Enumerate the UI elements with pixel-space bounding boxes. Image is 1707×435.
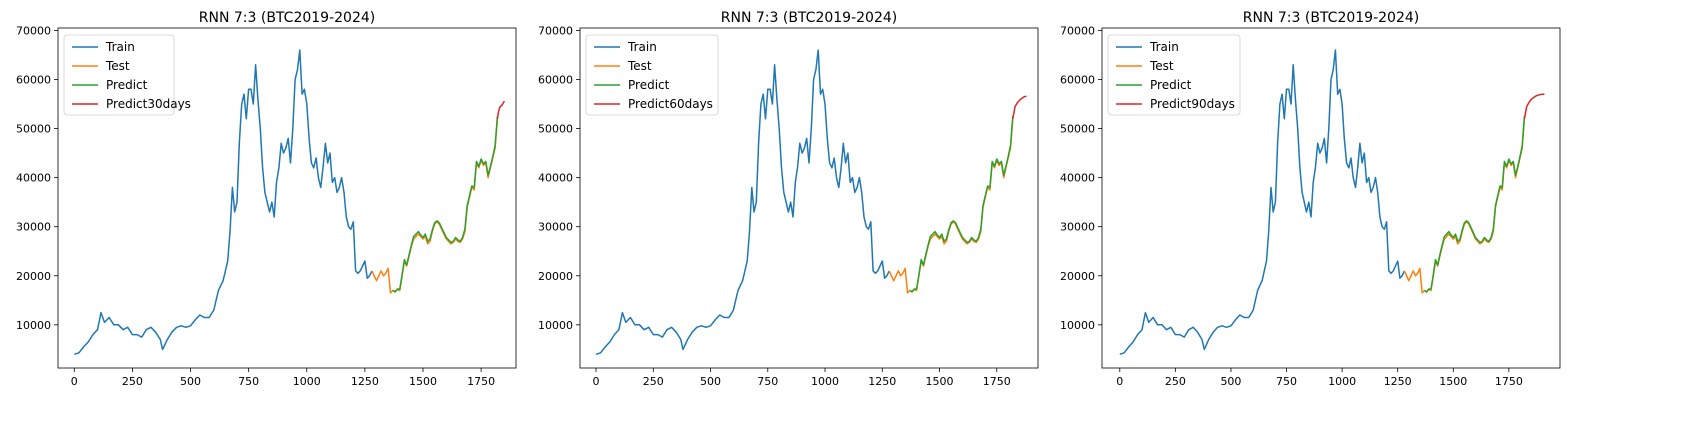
y-tick-label: 60000 <box>16 74 51 87</box>
legend-label: Train <box>105 40 135 54</box>
legend-box <box>63 34 175 116</box>
chart-title: RNN 7:3 (BTC2019-2024) <box>721 10 897 26</box>
x-tick-label: 500 <box>1220 375 1241 388</box>
y-tick-label: 10000 <box>16 319 51 332</box>
plot-frame <box>57 27 517 369</box>
series-line-train <box>1119 49 1406 356</box>
x-tick-label: 1750 <box>467 375 495 388</box>
series-line-predict <box>909 116 1014 293</box>
x-tick-label: 750 <box>1276 375 1297 388</box>
y-tick-label: 60000 <box>538 74 573 87</box>
x-tick-label: 1250 <box>351 375 379 388</box>
y-tick-label: 10000 <box>538 319 573 332</box>
x-tick-label: 1500 <box>409 375 437 388</box>
x-tick-label: 0 <box>1116 375 1123 388</box>
x-tick-label: 1000 <box>1328 375 1356 388</box>
series-line-test <box>1403 118 1526 294</box>
y-tick-label: 70000 <box>1060 24 1095 37</box>
y-tick-label: 30000 <box>538 221 573 234</box>
chart-title: RNN 7:3 (BTC2019-2024) <box>1243 10 1419 26</box>
y-tick-label: 10000 <box>1060 319 1095 332</box>
y-tick-label: 50000 <box>538 123 573 136</box>
series-line-predict60days <box>1012 95 1027 119</box>
x-tick-label: 250 <box>122 375 143 388</box>
y-tick-label: 20000 <box>1060 270 1095 283</box>
legend-label: Train <box>627 40 657 54</box>
legend-box <box>1107 34 1241 116</box>
x-tick-label: 500 <box>700 375 721 388</box>
y-tick-label: 30000 <box>16 221 51 234</box>
legend-label: Test <box>627 59 652 73</box>
x-tick-label: 1750 <box>1495 375 1523 388</box>
y-tick-label: 50000 <box>16 123 51 136</box>
x-tick-label: 500 <box>180 375 201 388</box>
x-tick-label: 1250 <box>868 375 896 388</box>
x-tick-label: 750 <box>757 375 778 388</box>
legend-label: Train <box>1149 40 1179 54</box>
legend-label: Predict <box>628 78 670 92</box>
series-line-train <box>595 49 890 356</box>
legend-box <box>585 34 719 116</box>
y-tick-label: 60000 <box>1060 74 1095 87</box>
y-tick-label: 40000 <box>1060 172 1095 185</box>
y-tick-label: 40000 <box>538 172 573 185</box>
legend-label: Predict90days <box>1150 97 1235 111</box>
series-line-predict90days <box>1523 93 1545 119</box>
chart-3: RNN 7:3 (BTC2019-2024) 0 250 500 750 1000 1250… <box>1060 10 1561 388</box>
x-tick-label: 1500 <box>926 375 954 388</box>
chart-2: RNN 7:3 (BTC2019-2024) 0 250 500 750 1000 1250… <box>538 10 1039 388</box>
x-tick-label: 0 <box>593 375 600 388</box>
x-tick-label: 250 <box>643 375 664 388</box>
x-tick-label: 1500 <box>1439 375 1467 388</box>
plot-frame <box>1101 27 1561 369</box>
x-tick-label: 250 <box>1165 375 1186 388</box>
legend-label: Predict <box>106 78 148 92</box>
legend-label: Predict <box>1150 78 1192 92</box>
series-line-test <box>888 118 1014 294</box>
series-line-predict <box>1423 116 1526 293</box>
series-line-test <box>371 118 499 294</box>
legend-label: Predict30days <box>106 97 191 111</box>
y-tick-label: 20000 <box>16 270 51 283</box>
legend-label: Test <box>1149 59 1174 73</box>
chart-1: RNN 7:3 (BTC2019-2024) 0 250 500 750 1000 1250… <box>16 10 517 388</box>
x-tick-label: 0 <box>71 375 78 388</box>
y-tick-label: 70000 <box>538 24 573 37</box>
x-tick-label: 1250 <box>1384 375 1412 388</box>
y-tick-label: 70000 <box>16 24 51 37</box>
series-line-predict <box>392 116 499 293</box>
legend-label: Test <box>105 59 130 73</box>
x-tick-label: 1000 <box>293 375 321 388</box>
y-tick-label: 30000 <box>1060 221 1095 234</box>
x-tick-label: 1000 <box>811 375 839 388</box>
legend-label: Predict60days <box>628 97 713 111</box>
y-tick-label: 40000 <box>16 172 51 185</box>
y-tick-label: 50000 <box>1060 123 1095 136</box>
x-tick-label: 1750 <box>983 375 1011 388</box>
plot-frame <box>579 27 1039 369</box>
x-tick-label: 750 <box>238 375 259 388</box>
y-tick-label: 20000 <box>538 270 573 283</box>
chart-title: RNN 7:3 (BTC2019-2024) <box>199 10 375 26</box>
series-line-predict30days <box>496 100 506 119</box>
series-line-train <box>74 49 373 356</box>
